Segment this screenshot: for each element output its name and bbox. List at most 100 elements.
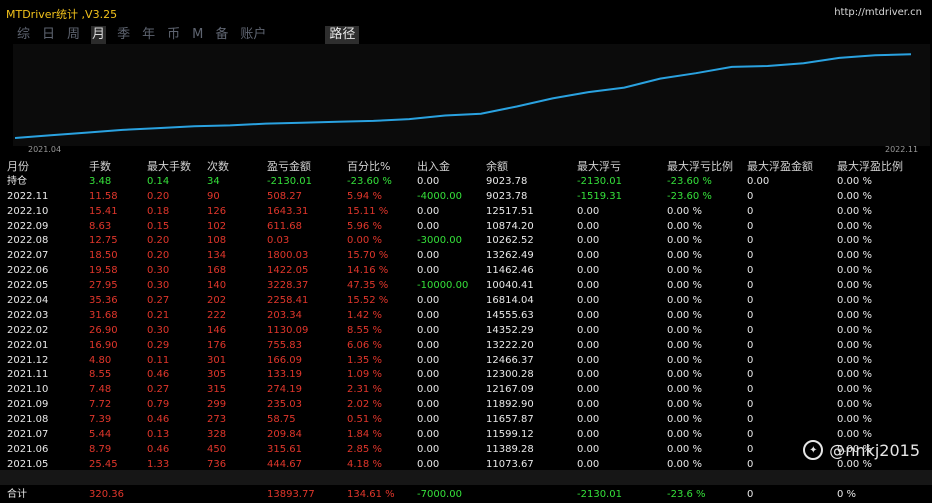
- cell: 5.96 %: [347, 220, 382, 232]
- tab-10[interactable]: 路径: [325, 26, 360, 44]
- cell: 16814.04: [486, 295, 534, 307]
- cell: 7.48: [89, 384, 112, 396]
- cell: 0.79: [147, 399, 170, 411]
- tab-3[interactable]: 月: [91, 26, 107, 44]
- cell: 0.00 %: [837, 220, 872, 232]
- holding-cell: -2130.01: [267, 175, 312, 187]
- cell: 315.61: [267, 443, 302, 455]
- cell: 0: [747, 235, 754, 247]
- cell: 273: [207, 414, 227, 426]
- holding-cell: 0.14: [147, 175, 170, 187]
- cell: -1519.31: [577, 190, 622, 202]
- total-label: 合计: [7, 488, 27, 500]
- tab-6[interactable]: 币: [167, 27, 181, 42]
- cell: 2022.02: [7, 324, 49, 336]
- cell: 0.00 %: [667, 280, 702, 292]
- cell: 14352.29: [486, 324, 534, 336]
- cell: 58.75: [267, 414, 296, 426]
- holding-cell: 0.00: [747, 175, 770, 187]
- cell: 0.20: [147, 250, 170, 262]
- title-bar: MTDriver统计 ,V3.25 http://mtdriver.cn: [0, 0, 932, 24]
- cell: 0.00 %: [837, 458, 872, 470]
- cell: 11462.46: [486, 265, 534, 277]
- cell: 0.00: [577, 443, 600, 455]
- cell: 2.02 %: [347, 399, 382, 411]
- tab-9[interactable]: 账户: [240, 27, 267, 42]
- cell: 8.79: [89, 443, 112, 455]
- cell: 0.00: [417, 265, 440, 277]
- tab-1[interactable]: 日: [42, 27, 56, 42]
- website-link[interactable]: http://mtdriver.cn: [834, 7, 922, 18]
- table-row: 2021.10 7.48 0.27 315 274.19 2.31 % 0.00 12167.…: [7, 383, 925, 398]
- cell: 2022.09: [7, 220, 49, 232]
- balance-line: [14, 53, 912, 139]
- cell: 0.00: [417, 295, 440, 307]
- cell: 14555.63: [486, 309, 534, 321]
- cell: 0.00 %: [667, 324, 702, 336]
- cell: 0.46: [147, 414, 170, 426]
- cell: 0.00: [417, 205, 440, 217]
- cell: 6.06 %: [347, 339, 382, 351]
- holding-cell: 3.48: [89, 175, 112, 187]
- table-row: 2022.06 19.58 0.30 168 1422.05 14.16 % 0.00 114…: [7, 264, 925, 279]
- tab-4[interactable]: 季: [117, 27, 131, 42]
- cell: 11892.90: [486, 399, 534, 411]
- table-row: 2022.03 31.68 0.21 222 203.34 1.42 % 0.00 14555…: [7, 309, 925, 324]
- cell: 0.00: [417, 250, 440, 262]
- total-cell: 0 %: [837, 488, 857, 500]
- cell: 0: [747, 339, 754, 351]
- cell: 12300.28: [486, 369, 534, 381]
- cell: 0.00: [417, 339, 440, 351]
- cell: 0.00 %: [667, 443, 702, 455]
- tab-2[interactable]: 周: [67, 27, 81, 42]
- cell: 140: [207, 280, 227, 292]
- cell: 13262.49: [486, 250, 534, 262]
- chart-background: [13, 44, 930, 146]
- header-cell: 百分比%: [347, 160, 391, 173]
- cell: 2022.03: [7, 309, 49, 321]
- table-row: 2022.01 16.90 0.29 176 755.83 6.06 % 0.00 13222…: [7, 339, 925, 354]
- cell: 0.00: [577, 324, 600, 336]
- cell: 0.00: [417, 429, 440, 441]
- cell: 0.30: [147, 324, 170, 336]
- cell: 15.11 %: [347, 205, 389, 217]
- cell: -4000.00: [417, 190, 462, 202]
- total-cell: 134.61 %: [347, 488, 395, 500]
- tab-5[interactable]: 年: [142, 27, 156, 42]
- cell: 0: [747, 369, 754, 381]
- cell: 0.00 %: [667, 339, 702, 351]
- cell: 328: [207, 429, 227, 441]
- table-row: 2022.04 35.36 0.27 202 2258.41 15.52 % 0.00 168…: [7, 294, 925, 309]
- tab-7[interactable]: M: [192, 27, 204, 42]
- cell: 0.00: [417, 443, 440, 455]
- holding-row: 持仓 3.48 0.14 34 -2130.01 -23.60 % 0.00 9023.78 -…: [7, 175, 925, 190]
- cell: 0.00 %: [667, 295, 702, 307]
- cell: 133.19: [267, 369, 302, 381]
- cell: 0: [747, 399, 754, 411]
- cell: 0.00: [577, 280, 600, 292]
- cell: 0.00 %: [837, 205, 872, 217]
- cell: 10874.20: [486, 220, 534, 232]
- cell: 2022.10: [7, 205, 49, 217]
- cell: 1.35 %: [347, 354, 382, 366]
- cell: 0.00 %: [667, 205, 702, 217]
- table-row: 2022.09 8.63 0.15 102 611.68 5.96 % 0.00 10874.…: [7, 220, 925, 235]
- cell: 11.58: [89, 190, 118, 202]
- cell: 0.00 %: [667, 354, 702, 366]
- period-tabs: 综日周月季年币 M 备账户 路径: [16, 26, 369, 44]
- cell: 0.00: [417, 384, 440, 396]
- cell: 1800.03: [267, 250, 309, 262]
- cell: 2022.11: [7, 190, 49, 202]
- cell: 0.00 %: [837, 443, 872, 455]
- cell: 0.00 %: [667, 399, 702, 411]
- cell: 25.45: [89, 458, 118, 470]
- cell: 508.27: [267, 190, 302, 202]
- tab-8[interactable]: 备: [215, 27, 229, 42]
- cell: 0.27: [147, 384, 170, 396]
- cell: 0.00 %: [837, 295, 872, 307]
- cell: 2022.06: [7, 265, 49, 277]
- cell: 0.00: [577, 429, 600, 441]
- tab-0[interactable]: 综: [17, 27, 31, 42]
- cell: 0.00 %: [667, 265, 702, 277]
- cell: 15.41: [89, 205, 118, 217]
